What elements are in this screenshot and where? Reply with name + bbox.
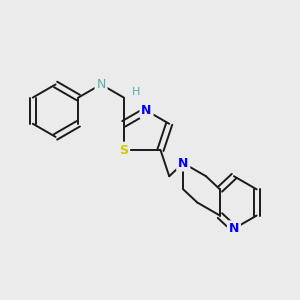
Text: S: S bbox=[119, 143, 128, 157]
Text: N: N bbox=[141, 104, 152, 117]
Text: N: N bbox=[178, 157, 188, 169]
Text: H: H bbox=[132, 87, 140, 97]
Text: N: N bbox=[229, 222, 239, 235]
Text: N: N bbox=[96, 78, 106, 91]
